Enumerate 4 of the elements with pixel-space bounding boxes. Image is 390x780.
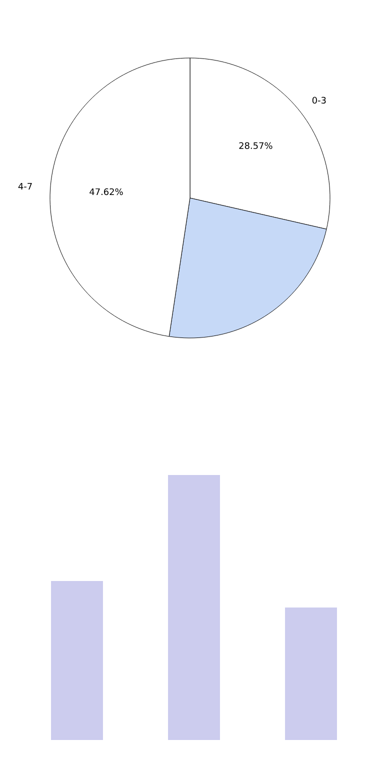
- data-label: 47.62%: [90, 188, 123, 196]
- slice-label: 0-3: [312, 96, 326, 104]
- data-label: 28.57%: [239, 142, 272, 149]
- slice-label: 4-7: [18, 183, 32, 190]
